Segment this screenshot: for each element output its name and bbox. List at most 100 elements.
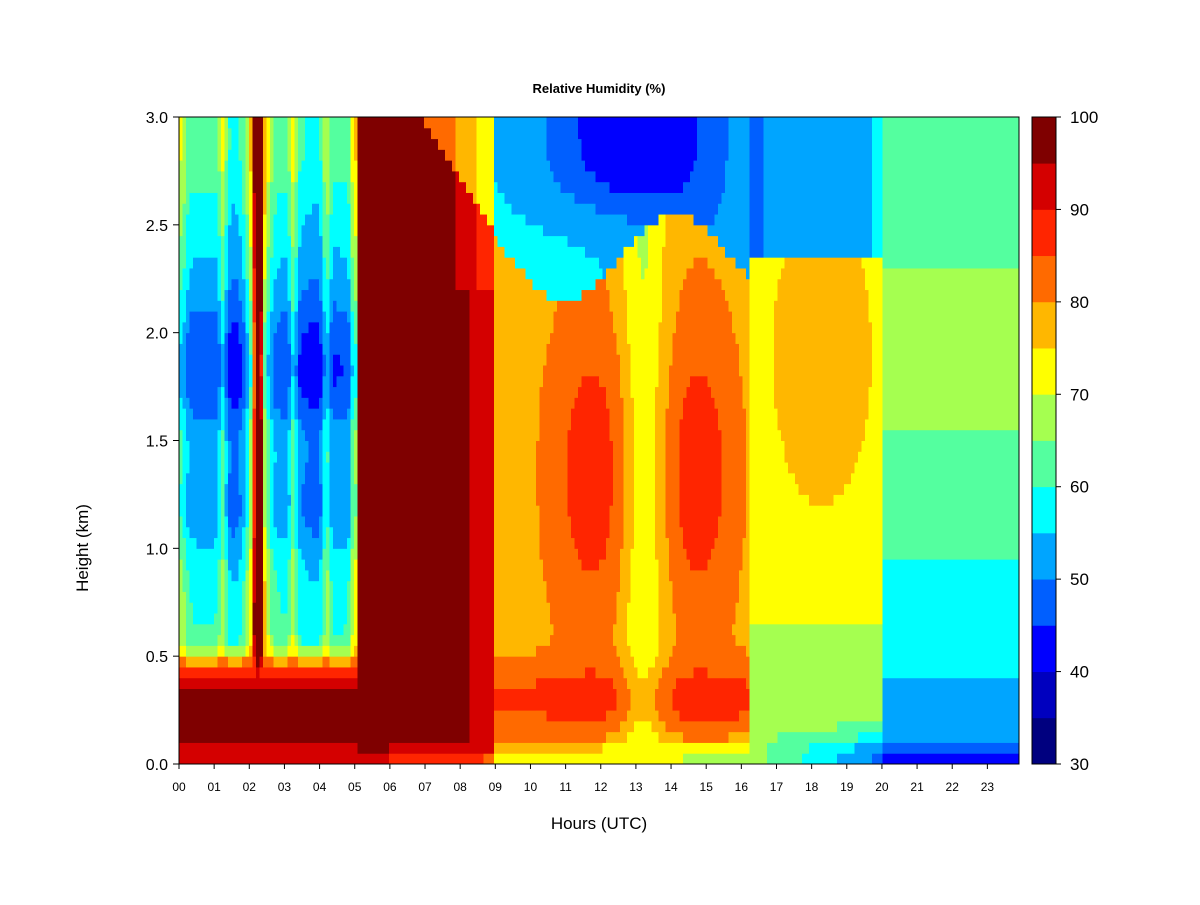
heatmap-cell bbox=[298, 418, 302, 549]
heatmap-cell bbox=[742, 537, 747, 646]
heatmap-cell bbox=[266, 688, 271, 743]
heatmap-cell bbox=[291, 354, 295, 377]
heatmap-cell bbox=[886, 742, 890, 754]
heatmap-cell bbox=[606, 731, 610, 743]
heatmap-cell bbox=[672, 214, 677, 334]
heatmap-cell bbox=[756, 623, 761, 765]
heatmap-cell bbox=[259, 354, 264, 377]
heatmap-cell bbox=[203, 257, 208, 312]
heatmap-cell bbox=[347, 688, 351, 743]
heatmap-cell bbox=[179, 117, 183, 161]
heatmap-cell bbox=[473, 753, 477, 765]
heatmap-cell bbox=[634, 192, 638, 226]
heatmap-cell bbox=[581, 375, 586, 571]
heatmap-cell bbox=[252, 192, 257, 269]
heatmap-cell bbox=[816, 742, 820, 765]
heatmap-cell bbox=[952, 742, 957, 754]
heatmap-cell bbox=[179, 742, 183, 765]
heatmap-cell bbox=[546, 117, 551, 161]
heatmap-cell bbox=[616, 257, 621, 355]
heatmap-cell bbox=[448, 117, 453, 161]
heatmap-cell bbox=[322, 634, 327, 646]
heatmap-cell bbox=[679, 731, 684, 743]
heatmap-cell bbox=[931, 742, 936, 754]
heatmap-cell bbox=[564, 742, 568, 754]
heatmap-cell bbox=[315, 677, 320, 690]
heatmap-cell bbox=[714, 408, 719, 539]
heatmap-cell bbox=[319, 160, 323, 237]
heatmap-cell bbox=[291, 311, 295, 355]
heatmap-cell bbox=[686, 720, 691, 743]
heatmap-cell bbox=[949, 677, 953, 743]
heatmap-cell bbox=[259, 311, 264, 355]
heatmap-cell bbox=[942, 117, 946, 269]
heatmap-cell bbox=[858, 451, 862, 625]
heatmap-cell bbox=[319, 483, 323, 517]
colorbar-swatch bbox=[1032, 255, 1056, 303]
heatmap-cell bbox=[959, 267, 964, 431]
heatmap-cell bbox=[308, 580, 313, 646]
heatmap-cell bbox=[315, 408, 320, 539]
heatmap-cell bbox=[742, 677, 747, 711]
heatmap-cell bbox=[578, 386, 582, 560]
heatmap-cell bbox=[728, 731, 733, 743]
heatmap-cell bbox=[942, 559, 946, 679]
heatmap-cell bbox=[217, 645, 222, 657]
heatmap-cell bbox=[182, 408, 187, 539]
heatmap-cell bbox=[214, 645, 218, 657]
heatmap-cell bbox=[683, 548, 687, 679]
heatmap-cell bbox=[497, 710, 502, 743]
heatmap-cell bbox=[931, 753, 936, 765]
heatmap-cell bbox=[305, 656, 309, 668]
heatmap-cell bbox=[907, 742, 911, 754]
heatmap-cell bbox=[606, 537, 610, 679]
heatmap-cell bbox=[644, 224, 649, 269]
heatmap-cell bbox=[291, 634, 295, 657]
heatmap-cell bbox=[627, 710, 631, 733]
heatmap-cell bbox=[980, 753, 985, 765]
heatmap-cell bbox=[508, 117, 512, 204]
heatmap-cell bbox=[280, 742, 285, 765]
heatmap-cell bbox=[889, 753, 894, 765]
heatmap-cell bbox=[592, 375, 596, 571]
heatmap-cell bbox=[875, 720, 880, 733]
heatmap-cell bbox=[487, 753, 491, 765]
heatmap-cell bbox=[249, 418, 253, 549]
heatmap-cell bbox=[1005, 753, 1009, 765]
heatmap-cell bbox=[581, 742, 586, 754]
heatmap-cell bbox=[266, 548, 271, 636]
heatmap-cell bbox=[560, 720, 565, 743]
heatmap-cell bbox=[875, 257, 880, 625]
heatmap-cell bbox=[616, 731, 621, 743]
heatmap-cell bbox=[931, 267, 936, 431]
heatmap-cell bbox=[210, 257, 215, 312]
heatmap-cell bbox=[770, 742, 775, 765]
heatmap-cell bbox=[287, 494, 292, 506]
heatmap-cell bbox=[364, 117, 369, 754]
heatmap-cell bbox=[193, 677, 197, 690]
heatmap-cell bbox=[312, 580, 316, 646]
heatmap-cell bbox=[343, 742, 348, 765]
heatmap-cell bbox=[819, 731, 824, 743]
heatmap-cell bbox=[396, 117, 400, 743]
heatmap-cell bbox=[560, 742, 565, 754]
heatmap-cell bbox=[924, 742, 929, 754]
heatmap-cell bbox=[872, 742, 876, 754]
heatmap-cell bbox=[319, 688, 323, 743]
heatmap-cell bbox=[560, 677, 565, 722]
heatmap-cell bbox=[861, 742, 866, 765]
heatmap-cell bbox=[693, 666, 698, 722]
heatmap-cell bbox=[238, 666, 243, 679]
heatmap-cell bbox=[578, 246, 582, 301]
heatmap-cell bbox=[252, 117, 257, 193]
heatmap-cell bbox=[193, 192, 197, 258]
heatmap-cell bbox=[221, 117, 225, 172]
heatmap-cell bbox=[221, 742, 225, 765]
heatmap-cell bbox=[805, 623, 810, 733]
heatmap-cell bbox=[326, 677, 330, 690]
heatmap-cell bbox=[550, 634, 554, 679]
heatmap-cell bbox=[291, 246, 295, 312]
heatmap-cell bbox=[987, 267, 992, 431]
heatmap-cell bbox=[844, 753, 848, 765]
heatmap-cell bbox=[270, 645, 274, 657]
